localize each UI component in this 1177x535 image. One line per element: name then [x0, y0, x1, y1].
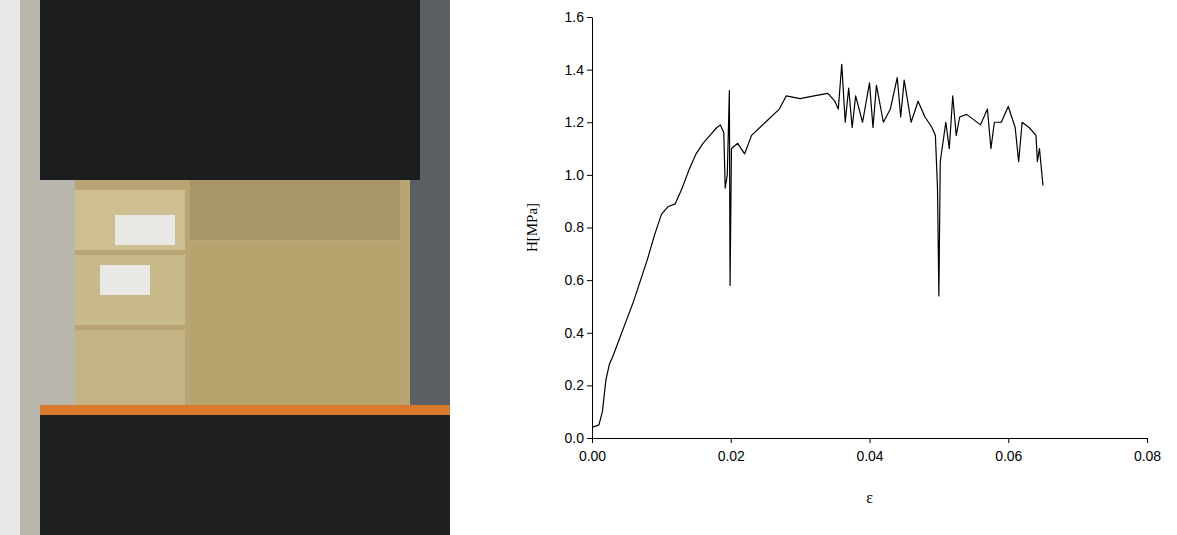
tick-mark: [587, 122, 592, 123]
mortar-patch: [115, 215, 175, 245]
tick-label: 0.00: [579, 448, 606, 464]
x-axis-title: ε: [866, 489, 873, 506]
brick: [75, 330, 185, 405]
tick-label: 0.02: [718, 448, 745, 464]
tick-label: 0.08: [1134, 448, 1161, 464]
photo-sketch: [0, 0, 450, 535]
tick-mark: [587, 280, 592, 281]
tick: 0.06: [995, 438, 1022, 464]
x-axis: 0.00 0.02 0.04 0.06 0.08: [579, 438, 1161, 464]
tick-label: 0.06: [995, 448, 1022, 464]
brick: [75, 190, 185, 250]
mortar-patch: [100, 265, 150, 295]
tick-mark: [731, 438, 732, 443]
tick-label: 1.0: [565, 167, 585, 183]
upper-platen: [40, 0, 420, 180]
tick: 0.04: [856, 438, 883, 464]
y-axis: 0.0 0.2 0.4 0.6 0.8 1.0 1.2 1.4 1.6: [565, 9, 593, 446]
y-axis-title: H[MPa]: [524, 203, 540, 252]
tick-label: 0.0: [565, 430, 585, 446]
brick: [190, 245, 400, 405]
tick-mark: [870, 438, 871, 443]
tick-mark: [587, 333, 592, 334]
tick-mark: [592, 438, 593, 443]
tick-mark: [587, 175, 592, 176]
specimen: [75, 180, 410, 410]
tick: 1.2: [565, 114, 592, 130]
lower-platen: [40, 415, 450, 535]
tick-label: 1.4: [565, 62, 585, 78]
tick-mark: [587, 438, 592, 439]
axis-line: [592, 18, 593, 439]
tick-mark: [1147, 438, 1148, 443]
tick-mark: [587, 70, 592, 71]
tick-label: 0.8: [565, 219, 585, 235]
tick: 1.0: [565, 167, 592, 183]
photo-background: [0, 0, 450, 535]
tick-label: 1.6: [565, 9, 585, 25]
brick: [190, 180, 400, 240]
plot-area: [592, 64, 1043, 427]
brick: [75, 255, 185, 325]
tick: 0.6: [565, 272, 592, 288]
tick: 0.08: [1134, 438, 1161, 464]
tick-mark: [587, 17, 592, 18]
tick-mark: [1008, 438, 1009, 443]
photo-edge: [0, 0, 20, 535]
tick-label: 0.04: [856, 448, 883, 464]
tick-label: 0.2: [565, 377, 585, 393]
tick: 0.2: [565, 377, 592, 393]
tick-mark: [587, 228, 592, 229]
figure: 0.00 0.02 0.04 0.06 0.08 0.0 0.2 0.4 0.6 0.8 1.0 1.…: [0, 0, 1177, 535]
tick: 0.02: [718, 438, 745, 464]
tick-mark: [587, 385, 592, 386]
data-line: [592, 64, 1043, 427]
tick: 1.6: [565, 9, 592, 25]
base-plate: [40, 405, 450, 415]
tick: 0.8: [565, 219, 592, 235]
tick: 0.0: [565, 430, 592, 446]
tick-label: 1.2: [565, 114, 585, 130]
tick-label: 0.4: [565, 325, 585, 341]
tick-label: 0.6: [565, 272, 585, 288]
tick: 1.4: [565, 62, 592, 78]
tick: 0.4: [565, 325, 592, 341]
